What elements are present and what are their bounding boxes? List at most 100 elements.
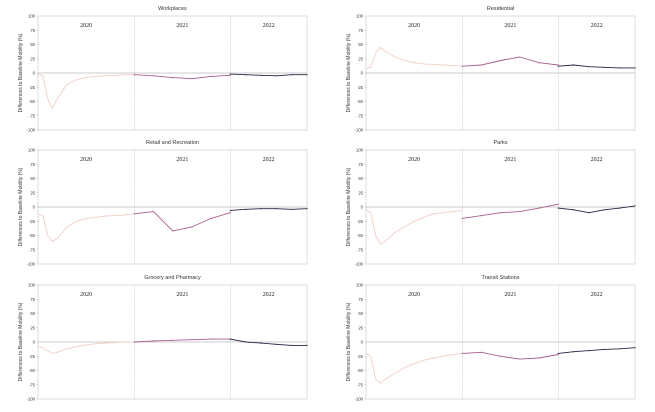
y-tick-label: -75 <box>29 113 36 118</box>
data-point <box>37 73 39 75</box>
data-point <box>229 209 231 211</box>
y-tick-label: 75 <box>358 297 363 302</box>
panel-1: Residential Differences to Baseline Mobil… <box>346 6 636 133</box>
series-line-1 <box>134 211 231 232</box>
series-line-2 <box>558 205 636 214</box>
data-point <box>588 212 590 214</box>
y-tick-label: 75 <box>30 297 35 302</box>
y-tick-label: -25 <box>29 85 36 90</box>
data-point <box>538 207 540 209</box>
y-tick-label: -100 <box>27 397 36 402</box>
data-point <box>56 351 58 353</box>
data-point <box>375 378 377 380</box>
data-point <box>133 74 135 76</box>
data-point <box>423 216 425 218</box>
data-point <box>124 74 126 76</box>
year-label: 2021 <box>176 157 188 163</box>
data-point <box>124 341 126 343</box>
y-tick-label: 0 <box>361 71 364 76</box>
y-tick-label: -25 <box>357 85 364 90</box>
data-point <box>413 62 415 64</box>
chart-title: Parks <box>493 140 507 146</box>
series-line-1 <box>134 74 231 80</box>
year-label: 2020 <box>408 292 420 298</box>
year-label: 2021 <box>504 23 516 29</box>
y-tick-label: 25 <box>30 325 35 330</box>
data-point <box>375 52 377 54</box>
series-line-2 <box>558 64 635 69</box>
data-point <box>47 234 49 237</box>
data-point <box>75 346 78 348</box>
data-point <box>245 208 247 210</box>
data-point <box>85 344 87 346</box>
data-point <box>114 342 116 344</box>
data-point <box>432 213 434 215</box>
data-point <box>573 351 575 353</box>
data-point <box>384 240 386 242</box>
data-point <box>423 359 425 361</box>
year-label: 2020 <box>80 292 92 298</box>
data-point <box>133 341 135 343</box>
y-tick-label: 50 <box>358 311 363 316</box>
panel-5: Transit Stations Differences to Baseline … <box>346 275 636 402</box>
data-point <box>114 215 116 217</box>
data-point <box>403 367 406 369</box>
data-point <box>260 74 262 76</box>
y-tick-label: 50 <box>30 176 35 181</box>
year-label: 2022 <box>263 292 275 298</box>
data-point <box>519 56 521 58</box>
year-label: 2022 <box>591 157 603 163</box>
data-point <box>245 341 247 343</box>
data-point <box>56 98 58 100</box>
series-line-1 <box>462 56 559 67</box>
chart-title: Grocery and Pharmacy <box>144 275 201 281</box>
data-point <box>133 213 135 215</box>
y-tick-label: -25 <box>29 354 36 359</box>
y-tick-label: -50 <box>357 368 364 373</box>
data-point <box>394 372 396 374</box>
data-point <box>413 220 415 222</box>
data-point <box>480 351 483 353</box>
data-point <box>85 77 87 79</box>
data-point <box>634 67 636 69</box>
y-tick-label: 50 <box>358 42 363 47</box>
data-point <box>394 56 396 58</box>
series-line-1 <box>462 203 559 219</box>
data-point <box>500 355 502 357</box>
data-point <box>51 352 54 354</box>
data-point <box>66 348 68 350</box>
data-point <box>500 59 502 62</box>
year-label: 2020 <box>408 157 420 163</box>
y-tick-label: 50 <box>30 311 35 316</box>
data-point <box>66 83 68 85</box>
y-tick-label: -75 <box>29 247 36 252</box>
panel-2: Retail and Recreation Differences to Base… <box>18 140 308 267</box>
series-line-2 <box>230 338 307 346</box>
y-tick-label: 0 <box>33 340 36 345</box>
y-tick-label: 25 <box>358 190 363 195</box>
y-tick-label: 25 <box>30 190 35 195</box>
series-line-0 <box>37 73 135 109</box>
data-point <box>423 63 425 65</box>
data-point <box>557 65 559 67</box>
year-label: 2022 <box>263 157 275 163</box>
data-point <box>152 211 155 213</box>
data-point <box>442 212 444 214</box>
data-point <box>538 357 540 359</box>
data-point <box>37 213 39 215</box>
y-tick-label: 25 <box>30 56 35 61</box>
year-label: 2022 <box>591 23 603 29</box>
data-point <box>306 208 308 210</box>
year-label: 2020 <box>408 23 420 29</box>
data-point <box>379 243 381 245</box>
y-tick-label: 75 <box>358 162 363 167</box>
data-point <box>538 62 540 64</box>
data-point <box>104 215 106 217</box>
data-point <box>37 346 39 348</box>
data-point <box>172 77 174 79</box>
data-point <box>619 348 621 350</box>
y-tick-label: -100 <box>355 397 364 402</box>
y-tick-label: 100 <box>28 148 36 153</box>
data-point <box>603 348 605 350</box>
year-label: 2021 <box>504 292 516 298</box>
